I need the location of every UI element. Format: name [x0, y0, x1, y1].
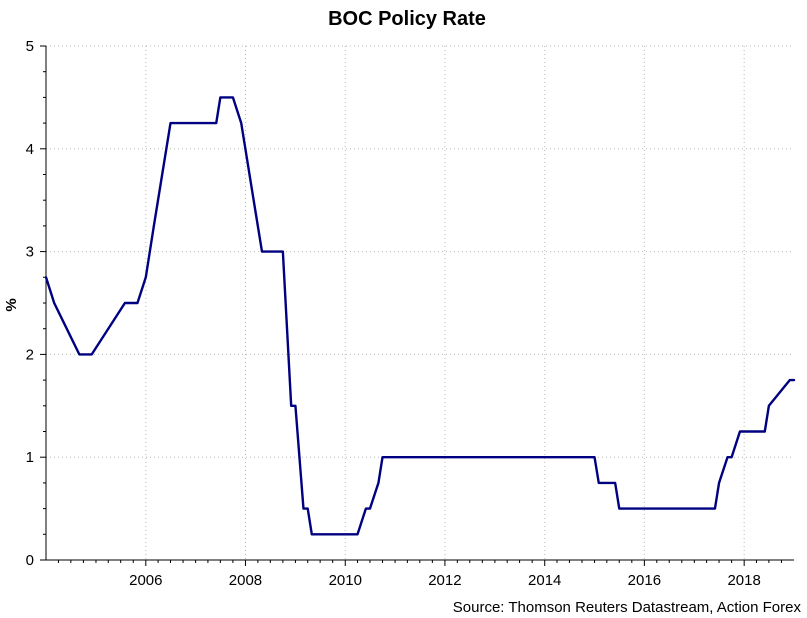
x-tick-label: 2008 — [229, 572, 262, 589]
y-tick-label: 1 — [26, 449, 34, 466]
chart-title: BOC Policy Rate — [328, 8, 486, 30]
x-tick-label: 2006 — [129, 572, 162, 589]
gridlines — [46, 45, 794, 561]
y-tick-label: 2 — [26, 346, 34, 363]
y-tick-label: 5 — [26, 38, 34, 55]
y-tick-label: 4 — [26, 141, 34, 158]
series-line — [44, 96, 796, 536]
x-tick-label: 2012 — [428, 572, 461, 589]
ticks — [40, 45, 782, 566]
x-tick-label: 2018 — [727, 572, 760, 589]
tick-labels: 0 1 2 3 4 5 2006 2008 2010 2012 2014 2016 2018 — [26, 38, 761, 589]
series-layer — [44, 96, 796, 536]
y-tick-label: 3 — [26, 244, 34, 261]
x-tick-label: 2014 — [528, 572, 561, 589]
x-tick-label: 2016 — [628, 572, 661, 589]
x-tick-label: 2010 — [329, 572, 362, 589]
axes — [45, 46, 794, 561]
y-axis-label: % — [3, 298, 20, 311]
source-note: Source: Thomson Reuters Datastream, Acti… — [453, 599, 802, 616]
y-tick-label: 0 — [26, 552, 34, 569]
